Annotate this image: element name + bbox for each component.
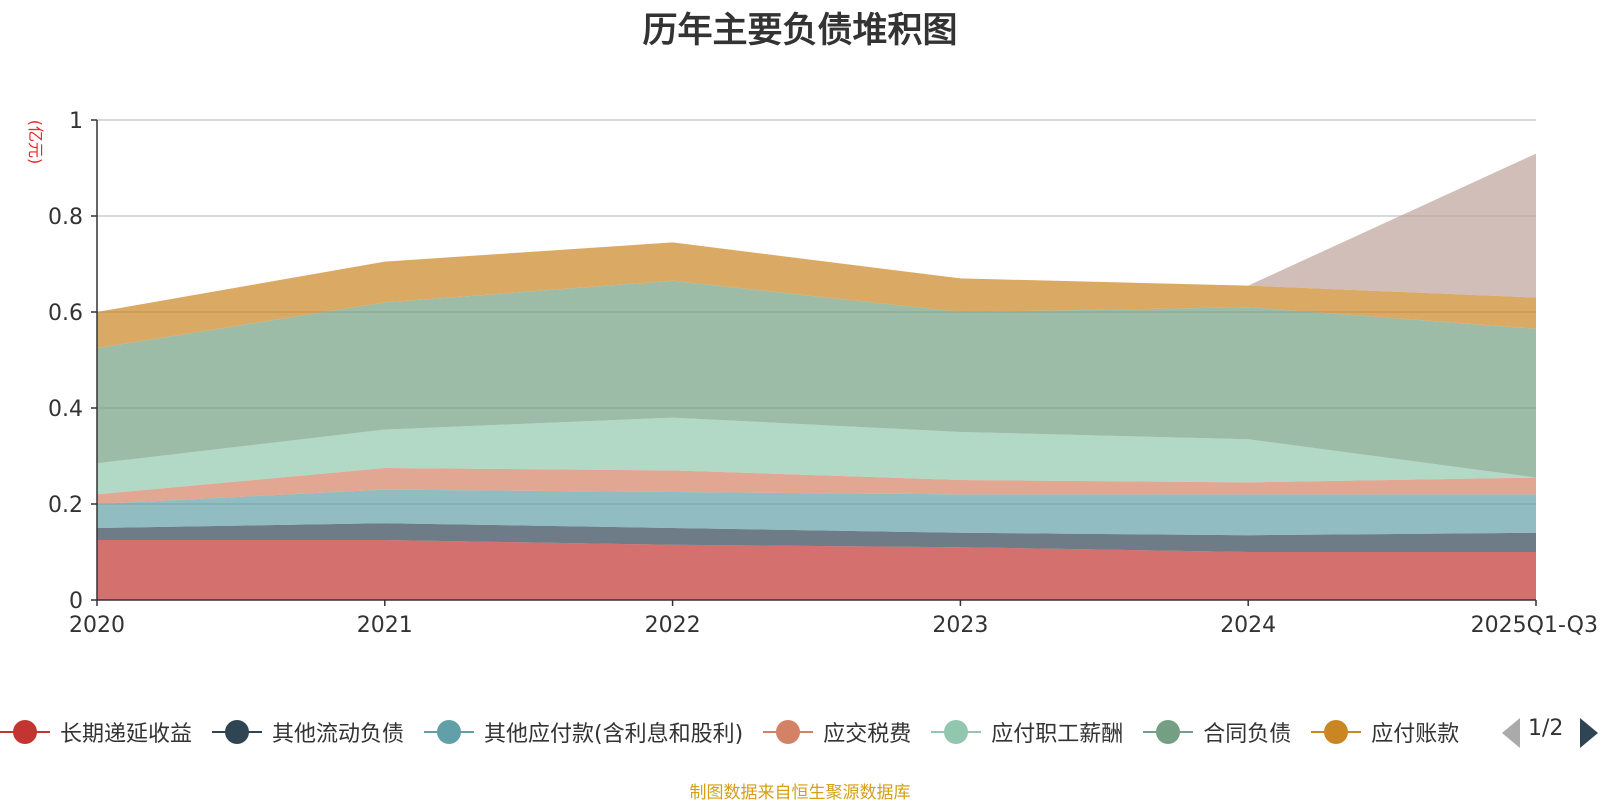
legend-marker-icon <box>1143 712 1194 752</box>
legend-label: 其他应付款(含利息和股利) <box>484 722 744 747</box>
area-series-2 <box>97 489 1536 536</box>
stacked-area-chart: 0 0.2 0.4 0.6 0.8 1 2020 2021 2022 2023 2024 2025Q1… <box>26 109 1598 638</box>
legend-label: 合同负债 <box>1203 722 1292 747</box>
y-tick-label: 0.6 <box>48 301 83 326</box>
legend-prev-page-icon[interactable] <box>1502 718 1520 748</box>
x-tick-label: 2022 <box>645 613 701 638</box>
legend-items: 长期递延收益 其他流动负债 其他应付款(含利息和股利) 应交税费 应付职工薪酬 合同负债 应… <box>0 712 1480 752</box>
y-tick-label: 0.8 <box>48 205 83 230</box>
x-tick-label: 2024 <box>1220 613 1276 638</box>
legend-marker-icon <box>1311 712 1362 752</box>
legend-label: 应付职工薪酬 <box>991 722 1124 747</box>
area-series-4 <box>97 417 1536 495</box>
legend-page-indicator: 1/2 <box>1528 716 1564 741</box>
area-series-0 <box>97 540 1536 600</box>
legend-item[interactable]: 其他应付款(含利息和股利) <box>424 712 743 752</box>
legend-marker-icon <box>763 712 814 752</box>
legend-item[interactable]: 应付职工薪酬 <box>931 712 1123 752</box>
legend-item[interactable]: 应交税费 <box>763 712 911 752</box>
area-series-5 <box>97 280 1536 478</box>
legend-marker-icon <box>931 712 982 752</box>
x-tick-label: 2025Q1-Q3 <box>1471 613 1598 638</box>
x-tick-label: 2021 <box>357 613 413 638</box>
legend: 长期递延收益 其他流动负债 其他应付款(含利息和股利) 应交税费 应付职工薪酬 合同负债 应… <box>0 712 1600 752</box>
legend-label: 应交税费 <box>823 722 912 747</box>
legend-item[interactable]: 合同负债 <box>1143 712 1291 752</box>
y-tick-label: 0.2 <box>48 493 83 518</box>
area-series-6 <box>97 242 1536 348</box>
y-unit-label: (亿元) <box>26 120 45 165</box>
y-tick-label: 1 <box>69 109 83 134</box>
x-tick-label: 2023 <box>932 613 988 638</box>
axes: 0 0.2 0.4 0.6 0.8 1 2020 2021 2022 2023 2024 2025Q1… <box>48 109 1598 638</box>
legend-label: 长期递延收益 <box>60 722 193 747</box>
legend-marker-icon <box>424 712 475 752</box>
x-tick-label: 2020 <box>69 613 125 638</box>
legend-pager: 1/2 <box>1498 712 1600 752</box>
legend-marker-icon <box>0 712 50 752</box>
legend-next-page-icon[interactable] <box>1580 718 1598 748</box>
area-series-3 <box>97 468 1536 504</box>
legend-label: 其他流动负债 <box>272 722 405 747</box>
legend-marker-icon <box>212 712 263 752</box>
chart-title: 历年主要负债堆积图 <box>642 11 958 51</box>
legend-item[interactable]: 长期递延收益 <box>0 712 192 752</box>
source-note: 制图数据来自恒生聚源数据库 <box>689 783 911 803</box>
y-tick-label: 0.4 <box>48 397 83 422</box>
legend-item[interactable]: 应付账款 <box>1311 712 1459 752</box>
area-series-1 <box>97 523 1536 552</box>
area-series <box>97 153 1536 600</box>
y-tick-label: 0 <box>69 589 83 614</box>
legend-item[interactable]: 其他流动负债 <box>212 712 404 752</box>
legend-label: 应付账款 <box>1371 722 1460 747</box>
